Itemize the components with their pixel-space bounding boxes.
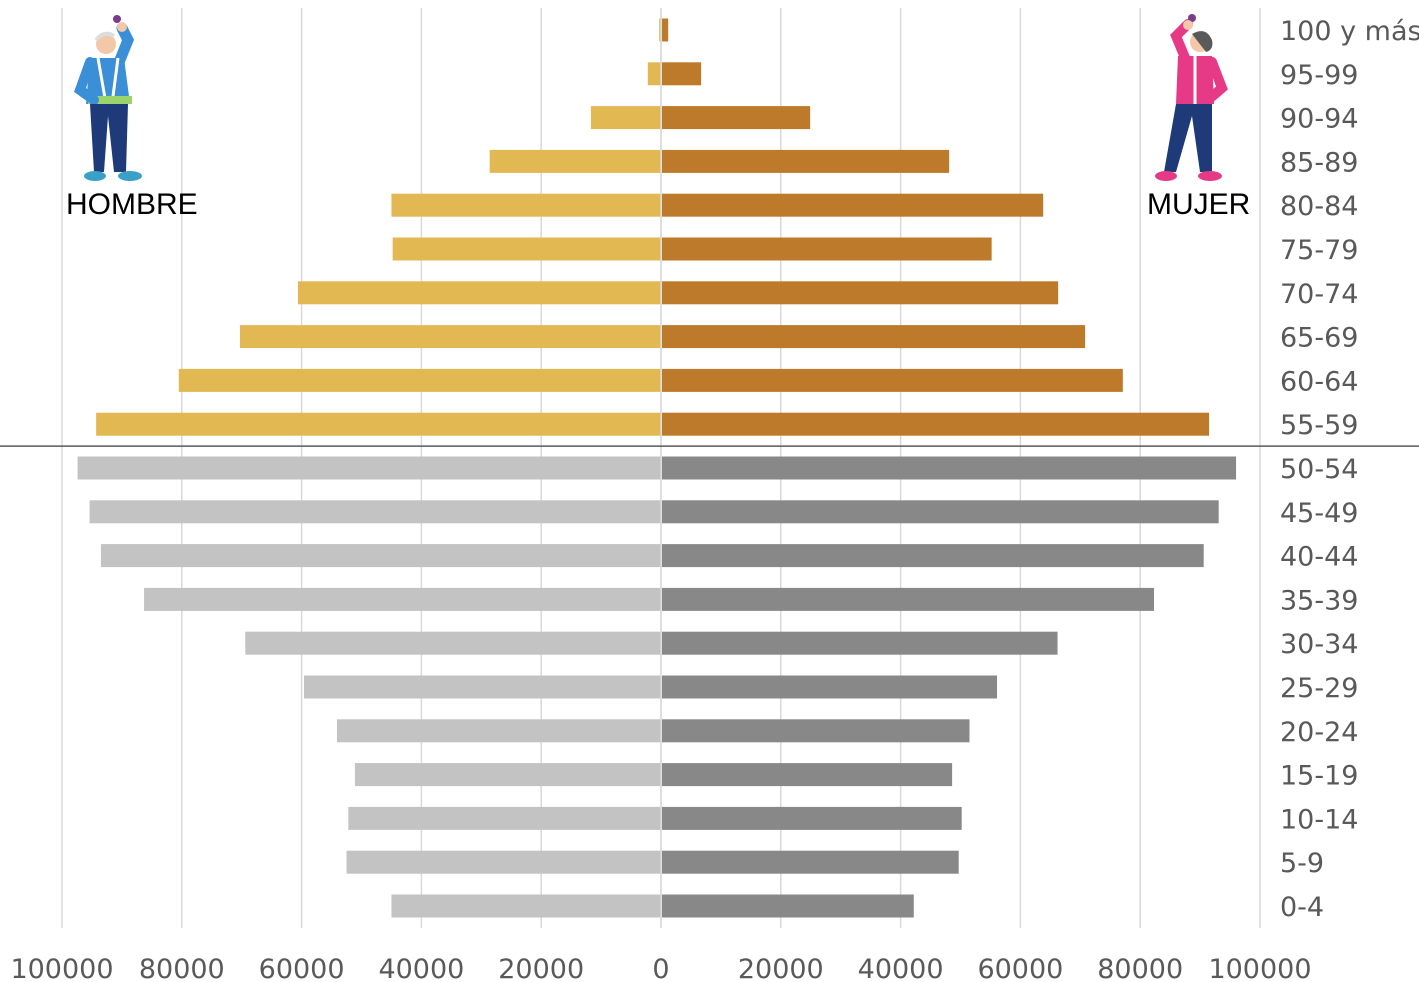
bar-mujer-25-29 xyxy=(662,675,998,699)
x-tick-label: 60000 xyxy=(977,954,1063,982)
bar-hombre-95-99 xyxy=(647,62,661,86)
bar-hombre-90-94 xyxy=(590,106,661,130)
bar-hombre-50-54 xyxy=(77,456,662,480)
category-label: 85-89 xyxy=(1280,147,1358,178)
category-label: 5-9 xyxy=(1280,848,1324,879)
bar-hombre-40-44 xyxy=(100,544,661,568)
category-label: 65-69 xyxy=(1280,323,1358,354)
bar-mujer-10-14 xyxy=(662,806,962,830)
bar-hombre-30-34 xyxy=(245,631,661,655)
category-label: 45-49 xyxy=(1280,498,1358,529)
bar-hombre-100-y-más xyxy=(659,18,661,42)
bar-mujer-95-99 xyxy=(662,62,702,86)
bar-mujer-0-4 xyxy=(662,894,914,918)
bar-hombre-60-64 xyxy=(178,368,661,392)
bar-hombre-15-19 xyxy=(354,763,661,787)
bar-hombre-65-69 xyxy=(239,325,661,349)
x-tick-label: 100000 xyxy=(1208,954,1311,982)
bar-mujer-45-49 xyxy=(662,500,1219,524)
bar-hombre-5-9 xyxy=(346,850,661,874)
category-label: 75-79 xyxy=(1280,235,1358,266)
x-tick-label: 80000 xyxy=(1097,954,1183,982)
category-label: 55-59 xyxy=(1280,410,1358,441)
category-label: 35-39 xyxy=(1280,585,1358,616)
category-label: 20-24 xyxy=(1280,717,1358,748)
hombre-label: HOMBRE xyxy=(66,188,198,221)
bar-hombre-10-14 xyxy=(348,806,661,830)
category-label: 60-64 xyxy=(1280,366,1358,397)
bar-mujer-65-69 xyxy=(662,325,1086,349)
x-tick-label: 60000 xyxy=(259,954,345,982)
bar-mujer-55-59 xyxy=(662,412,1210,436)
x-tick-label: 40000 xyxy=(378,954,464,982)
bar-mujer-15-19 xyxy=(662,763,953,787)
x-tick-label: 80000 xyxy=(139,954,225,982)
category-label: 40-44 xyxy=(1280,542,1358,573)
bar-mujer-35-39 xyxy=(662,587,1154,611)
mujer-label: MUJER xyxy=(1147,188,1250,221)
category-label: 25-29 xyxy=(1280,673,1358,704)
bar-mujer-100-y-más xyxy=(662,18,669,42)
bar-mujer-20-24 xyxy=(662,719,970,743)
bar-hombre-80-84 xyxy=(391,193,661,217)
bar-hombre-85-89 xyxy=(489,149,661,173)
bar-hombre-55-59 xyxy=(96,412,661,436)
category-label: 100 y más xyxy=(1280,16,1419,47)
category-label: 70-74 xyxy=(1280,279,1358,310)
bar-mujer-75-79 xyxy=(662,237,992,261)
bar-mujer-40-44 xyxy=(662,544,1204,568)
bar-hombre-25-29 xyxy=(303,675,661,699)
bar-mujer-70-74 xyxy=(662,281,1059,305)
x-axis-ticks: 100000 80000 60000 40000 20000 0 20000 40000 600… xyxy=(10,954,1311,982)
category-label: 50-54 xyxy=(1280,454,1358,485)
bar-hombre-0-4 xyxy=(391,894,661,918)
bar-mujer-90-94 xyxy=(662,106,811,130)
x-tick-label: 100000 xyxy=(10,954,113,982)
category-label: 10-14 xyxy=(1280,804,1358,835)
bar-mujer-85-89 xyxy=(662,149,950,173)
bar-mujer-30-34 xyxy=(662,631,1058,655)
category-label: 95-99 xyxy=(1280,60,1358,91)
bar-hombre-75-79 xyxy=(392,237,661,261)
elderly-woman-stretching-icon xyxy=(1155,14,1228,181)
bar-mujer-50-54 xyxy=(662,456,1237,480)
bar-mujer-80-84 xyxy=(662,193,1044,217)
bar-hombre-20-24 xyxy=(336,719,661,743)
bar-mujer-5-9 xyxy=(662,850,959,874)
x-tick-label: 40000 xyxy=(858,954,944,982)
elderly-man-stretching-icon xyxy=(74,15,142,181)
bar-hombre-45-49 xyxy=(89,500,661,524)
x-tick-label: 20000 xyxy=(498,954,584,982)
bars xyxy=(0,8,1419,928)
x-tick-label: 0 xyxy=(652,954,669,982)
category-label: 80-84 xyxy=(1280,191,1358,222)
category-label: 90-94 xyxy=(1280,104,1358,135)
category-label: 30-34 xyxy=(1280,629,1358,660)
category-label: 0-4 xyxy=(1280,892,1324,923)
category-labels: 100 y más 95-99 90-94 85-89 80-84 75-79 70-74 6… xyxy=(1280,16,1419,923)
bar-hombre-35-39 xyxy=(144,587,662,611)
category-label: 15-19 xyxy=(1280,761,1358,792)
bar-mujer-60-64 xyxy=(662,368,1123,392)
bar-hombre-70-74 xyxy=(298,281,661,305)
x-tick-label: 20000 xyxy=(738,954,824,982)
